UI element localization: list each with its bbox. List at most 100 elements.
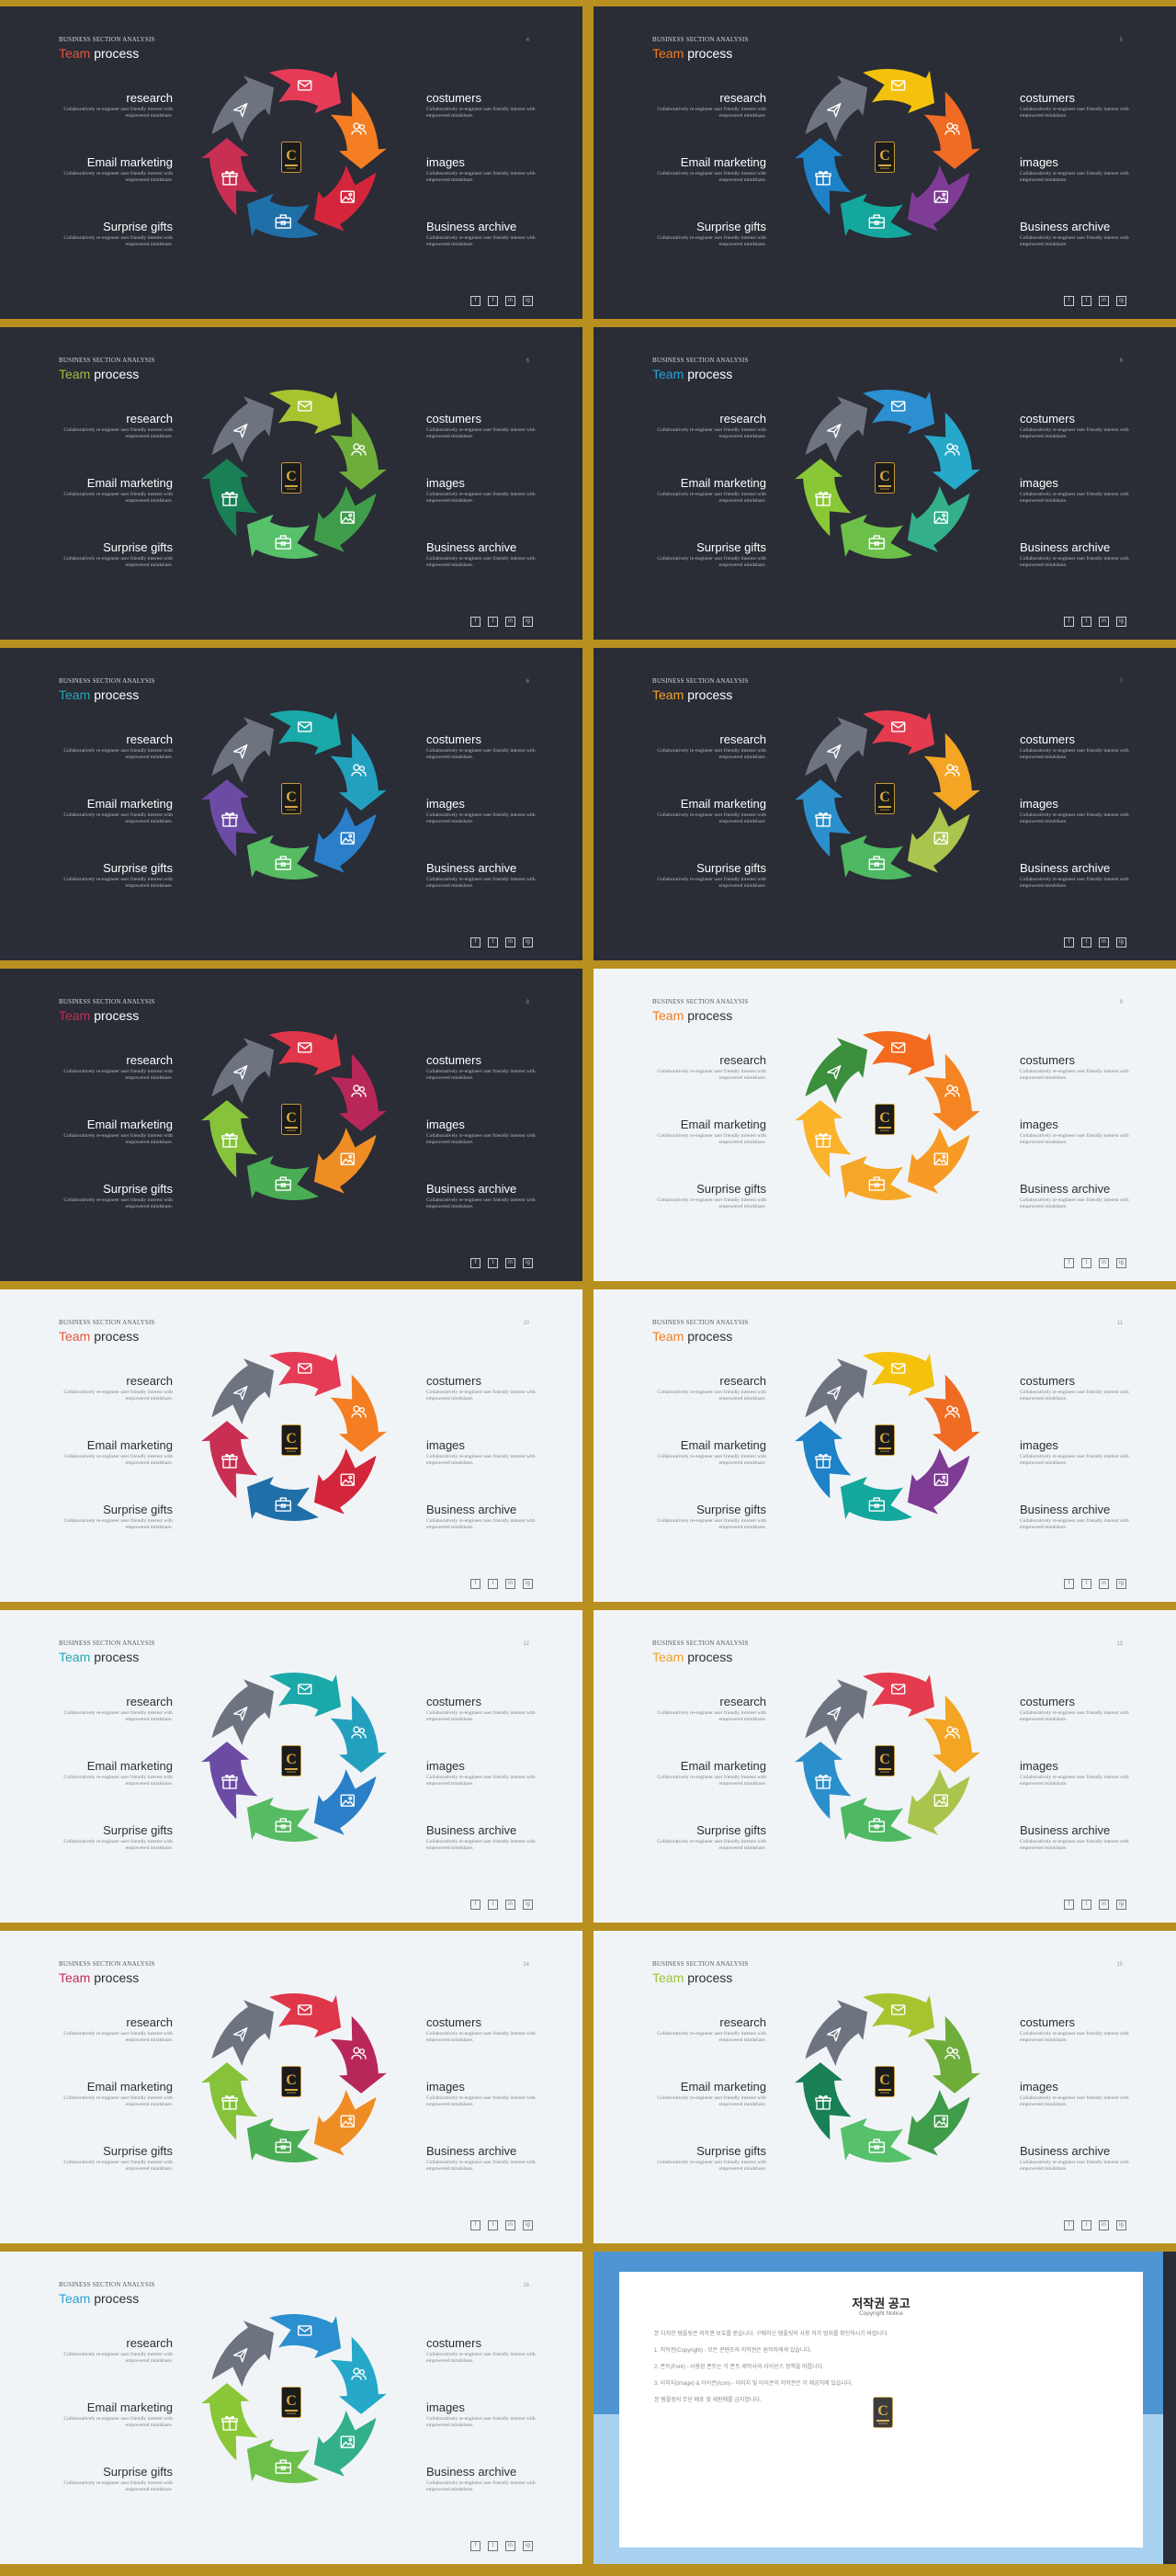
facebook-icon[interactable]: f xyxy=(1064,296,1074,306)
slide-4[interactable]: BUSINESS SECTION ANALYSIS Team process 6 re… xyxy=(594,327,1176,640)
title-rest: process xyxy=(687,1970,733,1985)
twitter-icon[interactable]: t xyxy=(488,1579,498,1589)
slide-7[interactable]: BUSINESS SECTION ANALYSIS Team process 8 re… xyxy=(0,969,582,1281)
instagram-icon[interactable]: ig xyxy=(523,1258,533,1268)
linkedin-icon[interactable]: in xyxy=(505,1258,515,1268)
linkedin-icon[interactable]: in xyxy=(505,937,515,948)
item-description: Collaboratively re-engineer user friendl… xyxy=(657,556,766,568)
brand-label: BUSINESS SECTION ANALYSIS xyxy=(652,357,749,364)
slide-title: Team process xyxy=(652,1329,732,1344)
facebook-icon[interactable]: f xyxy=(470,937,481,948)
linkedin-icon[interactable]: in xyxy=(1099,937,1109,948)
twitter-icon[interactable]: t xyxy=(1081,617,1091,627)
twitter-icon[interactable]: t xyxy=(488,296,498,306)
item-description: Collaboratively re-engineer user friendl… xyxy=(426,107,536,119)
twitter-icon[interactable]: t xyxy=(1081,1258,1091,1268)
facebook-icon[interactable]: f xyxy=(1064,1579,1074,1589)
facebook-icon[interactable]: f xyxy=(470,2541,481,2551)
item-label: images xyxy=(1020,797,1058,811)
linkedin-icon[interactable]: in xyxy=(505,296,515,306)
twitter-icon[interactable]: t xyxy=(488,1258,498,1268)
title-accent: Team xyxy=(59,46,91,61)
slide-12[interactable]: BUSINESS SECTION ANALYSIS Team process 13 r… xyxy=(594,1610,1176,1923)
facebook-icon[interactable]: f xyxy=(1064,617,1074,627)
instagram-icon[interactable]: ig xyxy=(523,2220,533,2230)
slide-10[interactable]: BUSINESS SECTION ANALYSIS Team process 11 r… xyxy=(594,1289,1176,1602)
instagram-icon[interactable]: ig xyxy=(1116,617,1126,627)
twitter-icon[interactable]: t xyxy=(488,937,498,948)
twitter-icon[interactable]: t xyxy=(1081,1579,1091,1589)
linkedin-icon[interactable]: in xyxy=(505,2220,515,2230)
item-images: images Collaboratively re-engineer user … xyxy=(1020,1759,1148,1787)
twitter-icon[interactable]: t xyxy=(488,617,498,627)
slide-15[interactable]: BUSINESS SECTION ANALYSIS Team process 16 r… xyxy=(0,2252,582,2564)
slide-8[interactable]: BUSINESS SECTION ANALYSIS Team process 9 re… xyxy=(594,969,1176,1281)
slide-1[interactable]: BUSINESS SECTION ANALYSIS Team process 4 re… xyxy=(0,6,582,319)
center-logo: C xyxy=(875,1424,895,1456)
facebook-icon[interactable]: f xyxy=(470,2220,481,2230)
facebook-icon[interactable]: f xyxy=(1064,2220,1074,2230)
linkedin-icon[interactable]: in xyxy=(1099,296,1109,306)
instagram-icon[interactable]: ig xyxy=(1116,1900,1126,1910)
linkedin-icon[interactable]: in xyxy=(505,1900,515,1910)
instagram-icon[interactable]: ig xyxy=(523,1579,533,1589)
page-number: 8 xyxy=(526,1000,529,1005)
facebook-icon[interactable]: f xyxy=(470,617,481,627)
facebook-icon[interactable]: f xyxy=(470,296,481,306)
linkedin-icon[interactable]: in xyxy=(1099,1579,1109,1589)
twitter-icon[interactable]: t xyxy=(488,2220,498,2230)
linkedin-icon[interactable]: in xyxy=(505,617,515,627)
linkedin-icon[interactable]: in xyxy=(1099,1900,1109,1910)
twitter-icon[interactable]: t xyxy=(1081,1900,1091,1910)
notice-logo: C xyxy=(873,2397,893,2428)
gift-icon xyxy=(221,171,238,186)
facebook-icon[interactable]: f xyxy=(1064,1900,1074,1910)
gift-icon xyxy=(221,812,238,827)
twitter-icon[interactable]: t xyxy=(488,1900,498,1910)
instagram-icon[interactable]: ig xyxy=(523,617,533,627)
linkedin-icon[interactable]: in xyxy=(1099,1258,1109,1268)
twitter-icon[interactable]: t xyxy=(1081,937,1091,948)
slide-6[interactable]: BUSINESS SECTION ANALYSIS Team process 7 re… xyxy=(594,648,1176,960)
item-label: costumers xyxy=(426,91,481,105)
slide-3[interactable]: BUSINESS SECTION ANALYSIS Team process 6 re… xyxy=(0,327,582,640)
instagram-icon[interactable]: ig xyxy=(1116,1579,1126,1589)
process-wheel xyxy=(786,1015,989,1217)
slide-13[interactable]: BUSINESS SECTION ANALYSIS Team process 14 r… xyxy=(0,1931,582,2243)
slide-14[interactable]: BUSINESS SECTION ANALYSIS Team process 15 r… xyxy=(594,1931,1176,2243)
instagram-icon[interactable]: ig xyxy=(1116,2220,1126,2230)
twitter-icon[interactable]: t xyxy=(1081,2220,1091,2230)
facebook-icon[interactable]: f xyxy=(470,1579,481,1589)
copyright-notice-slide[interactable]: 저작권 공고 Copyright Notice 본 디자인 템플릿은 저작권 보… xyxy=(594,2252,1176,2564)
twitter-icon[interactable]: t xyxy=(488,2541,498,2551)
facebook-icon[interactable]: f xyxy=(1064,937,1074,948)
item-costumers: costumers Collaboratively re-engineer us… xyxy=(1020,732,1148,761)
facebook-icon[interactable]: f xyxy=(1064,1258,1074,1268)
linkedin-icon[interactable]: in xyxy=(1099,617,1109,627)
process-arrow-segment-4 xyxy=(840,2117,912,2163)
slide-11[interactable]: BUSINESS SECTION ANALYSIS Team process 12 r… xyxy=(0,1610,582,1923)
item-email-marketing: Email marketing Collaboratively re-engin… xyxy=(44,2080,173,2108)
title-rest: process xyxy=(687,1650,733,1664)
facebook-icon[interactable]: f xyxy=(470,1900,481,1910)
send-icon xyxy=(827,1707,842,1721)
linkedin-icon[interactable]: in xyxy=(505,1579,515,1589)
instagram-icon[interactable]: ig xyxy=(523,296,533,306)
facebook-icon[interactable]: f xyxy=(470,1258,481,1268)
linkedin-icon[interactable]: in xyxy=(505,2541,515,2551)
instagram-icon[interactable]: ig xyxy=(1116,1258,1126,1268)
instagram-icon[interactable]: ig xyxy=(523,937,533,948)
slide-5[interactable]: BUSINESS SECTION ANALYSIS Team process 6 re… xyxy=(0,648,582,960)
send-icon xyxy=(827,103,842,118)
send-icon xyxy=(233,424,248,438)
users-icon xyxy=(944,1084,960,1097)
slide-2[interactable]: BUSINESS SECTION ANALYSIS Team process 5 re… xyxy=(594,6,1176,319)
slide-9[interactable]: BUSINESS SECTION ANALYSIS Team process 10 r… xyxy=(0,1289,582,1602)
instagram-icon[interactable]: ig xyxy=(523,2541,533,2551)
instagram-icon[interactable]: ig xyxy=(1116,937,1126,948)
twitter-icon[interactable]: t xyxy=(1081,296,1091,306)
linkedin-icon[interactable]: in xyxy=(1099,2220,1109,2230)
instagram-icon[interactable]: ig xyxy=(1116,296,1126,306)
instagram-icon[interactable]: ig xyxy=(523,1900,533,1910)
item-description: Collaboratively re-engineer user friendl… xyxy=(63,748,173,760)
